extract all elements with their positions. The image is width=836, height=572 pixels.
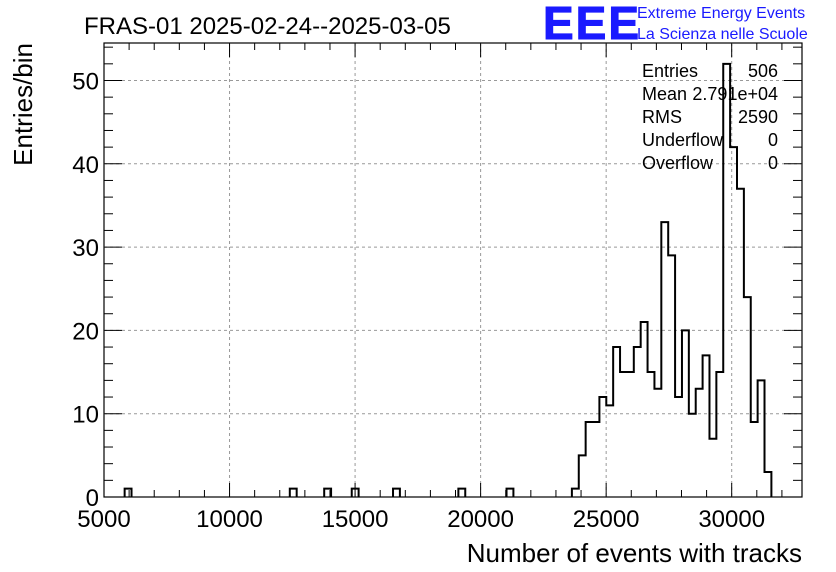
grid-lines: [104, 43, 802, 497]
histogram-outline: [123, 62, 773, 497]
stats-mean-value: 2.791e+04: [692, 84, 778, 104]
histogram-bin: [751, 422, 758, 497]
stats-underflow-value: 0: [768, 130, 778, 150]
histogram-bin: [613, 347, 620, 497]
eee-logo-letters: EEE: [543, 0, 641, 49]
histogram-bin: [730, 147, 737, 497]
x-tick-label: 30000: [698, 506, 765, 533]
histogram-bin: [634, 347, 641, 497]
histogram-bin: [586, 422, 593, 497]
x-tick-label: 10000: [196, 506, 263, 533]
histogram-bin: [661, 222, 668, 497]
histogram-bin: [393, 489, 400, 497]
histogram-bin: [648, 372, 655, 497]
stats-overflow-label: Overflow: [642, 153, 714, 173]
histogram-bin: [125, 489, 132, 497]
x-tick-label: 25000: [573, 506, 640, 533]
histogram-bin: [703, 355, 710, 497]
histogram-bin: [696, 389, 703, 497]
histogram-bin: [668, 255, 675, 497]
y-axis-label: Entries/bin: [8, 43, 38, 166]
histogram-bin: [290, 489, 297, 497]
stats-box: Entries 506 Mean 2.791e+04 RMS 2590 Unde…: [642, 61, 778, 173]
stats-entries-label: Entries: [642, 61, 698, 81]
stats-entries-value: 506: [748, 61, 778, 81]
x-axis-label: Number of events with tracks: [467, 538, 802, 568]
stats-rms-label: RMS: [642, 107, 682, 127]
y-tick-label: 40: [72, 152, 99, 179]
y-tick-label: 30: [72, 235, 99, 262]
histogram-bin: [507, 489, 514, 497]
histogram-bin: [737, 189, 744, 497]
axis-ticks: [103, 43, 802, 498]
histogram-bin: [765, 472, 772, 497]
histogram-bin: [620, 372, 627, 497]
histogram-bin: [627, 372, 634, 497]
histogram-bin: [675, 397, 682, 497]
stats-mean-label: Mean: [642, 84, 687, 104]
histogram-bin: [723, 64, 730, 497]
histogram-bin: [744, 297, 751, 497]
histogram-bin: [709, 439, 716, 497]
stats-overflow-value: 0: [768, 153, 778, 173]
y-tick-label: 50: [72, 68, 99, 95]
stats-rms-value: 2590: [738, 107, 778, 127]
eee-logo: EEE Extreme Energy Events La Scienza nel…: [543, 0, 808, 50]
histogram-bin: [579, 455, 586, 497]
histogram-bin: [758, 380, 765, 497]
eee-logo-line1: Extreme Energy Events: [637, 5, 805, 22]
histogram-bin: [599, 397, 606, 497]
histogram-bin: [654, 389, 661, 497]
histogram-bin: [572, 489, 579, 497]
stats-underflow-label: Underflow: [642, 130, 724, 150]
x-tick-labels: 5000 10000 15000 20000 25000 30000: [77, 506, 765, 533]
x-tick-label: 20000: [447, 506, 514, 533]
eee-logo-line2: La Scienza nelle Scuole: [637, 26, 808, 43]
plot-frame: [103, 42, 803, 498]
histogram-bin: [606, 405, 613, 497]
x-tick-label: 15000: [322, 506, 389, 533]
histogram-bin: [641, 322, 648, 497]
y-tick-label: 0: [86, 485, 99, 512]
histogram-bin: [689, 414, 696, 497]
histogram-bin: [458, 489, 465, 497]
x-tick-label: 5000: [77, 506, 130, 533]
y-tick-label: 20: [72, 318, 99, 345]
histogram-bin: [593, 422, 600, 497]
histogram-bin: [716, 372, 723, 497]
chart-title: FRAS-01 2025-02-24--2025-03-05: [84, 13, 451, 40]
y-tick-labels: 0 10 20 30 40 50: [72, 68, 99, 512]
y-tick-label: 10: [72, 402, 99, 429]
